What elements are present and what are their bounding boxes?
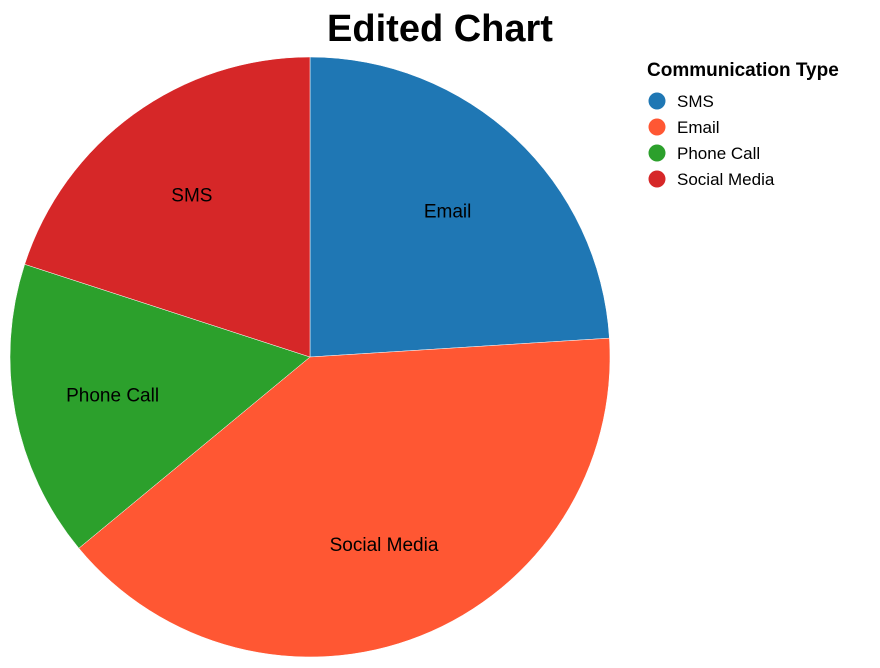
slice-label-email: Email: [424, 202, 472, 223]
legend: Communication Type SMS Email Phone Call Soc…: [647, 60, 839, 189]
chart-title: Edited Chart: [327, 8, 553, 50]
legend-label-sms: SMS: [677, 92, 714, 111]
slice-label-social-media: Social Media: [330, 535, 439, 556]
legend-label-social-media: Social Media: [677, 170, 775, 189]
pie-slice-labels: Email Social Media Phone Call SMS: [66, 185, 471, 556]
legend-swatch-email: [648, 118, 666, 136]
legend-label-phone-call: Phone Call: [677, 144, 760, 163]
pie-slice-phone-call: [9, 263, 311, 549]
legend-label-email: Email: [677, 118, 720, 137]
pie-slices: [9, 56, 611, 658]
legend-swatch-phone-call: [648, 144, 666, 162]
pie-slice-social-media: [24, 56, 311, 358]
legend-swatch-sms: [648, 92, 666, 110]
pie-slice-sms: [309, 56, 610, 358]
slice-label-sms: SMS: [171, 185, 212, 206]
pie-slice-email: [78, 337, 611, 658]
slice-label-phone-call: Phone Call: [66, 386, 159, 407]
legend-title: Communication Type: [647, 60, 839, 81]
legend-swatch-social-media: [648, 170, 666, 188]
